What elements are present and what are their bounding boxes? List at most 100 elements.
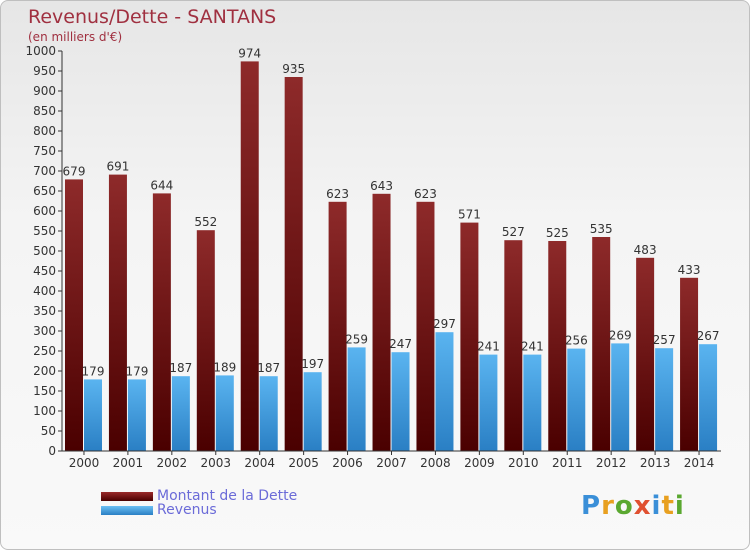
data-label-debt: 552 xyxy=(194,215,217,229)
y-tick-label: 500 xyxy=(33,244,56,258)
bar-debt xyxy=(328,201,347,451)
proxiti-logo: Proxiti xyxy=(581,491,685,521)
y-tick-label: 750 xyxy=(33,144,56,158)
data-label-revenue: 179 xyxy=(82,364,105,378)
x-tick-label: 2006 xyxy=(332,456,363,470)
chart-title: Revenus/Dette - SANTANS xyxy=(28,6,277,28)
legend-label-revenue: Revenus xyxy=(157,502,217,518)
bar-revenue xyxy=(259,376,278,451)
x-tick-label: 2002 xyxy=(157,456,188,470)
y-tick-label: 200 xyxy=(33,364,56,378)
data-label-revenue: 241 xyxy=(521,340,544,354)
chart-subtitle: (en milliers d'€) xyxy=(28,30,123,44)
data-label-debt: 974 xyxy=(238,46,261,60)
data-label-revenue: 257 xyxy=(653,333,676,347)
x-tick-label: 2004 xyxy=(244,456,275,470)
x-tick-label: 2014 xyxy=(684,456,715,470)
bar-revenue xyxy=(347,347,366,451)
bar-debt xyxy=(416,201,435,451)
data-label-revenue: 189 xyxy=(213,360,236,374)
bar-revenue xyxy=(523,354,542,451)
bar-revenue xyxy=(655,348,674,451)
y-tick-label: 800 xyxy=(33,124,56,138)
x-tick-label: 2007 xyxy=(376,456,407,470)
data-label-debt: 679 xyxy=(63,164,86,178)
y-tick-label: 400 xyxy=(33,284,56,298)
legend-swatch-revenue xyxy=(101,505,153,515)
y-tick-label: 100 xyxy=(33,404,56,418)
bar-debt xyxy=(548,241,567,451)
y-tick-label: 1000 xyxy=(25,44,56,58)
x-tick-label: 2012 xyxy=(596,456,627,470)
y-tick-label: 0 xyxy=(48,444,56,458)
bar-debt xyxy=(152,193,171,451)
data-label-revenue: 256 xyxy=(565,334,588,348)
x-tick-label: 2003 xyxy=(200,456,231,470)
data-label-debt: 935 xyxy=(282,62,305,76)
y-tick-label: 50 xyxy=(41,424,56,438)
x-tick-label: 2001 xyxy=(113,456,144,470)
data-label-debt: 571 xyxy=(458,208,481,222)
data-label-debt: 527 xyxy=(502,225,525,239)
bar-revenue xyxy=(127,379,146,451)
data-label-debt: 623 xyxy=(414,187,437,201)
data-label-debt: 525 xyxy=(546,226,569,240)
data-label-revenue: 197 xyxy=(301,357,324,371)
x-tick-label: 2010 xyxy=(508,456,539,470)
bar-debt xyxy=(504,240,523,451)
data-label-debt: 433 xyxy=(678,263,701,277)
data-label-revenue: 241 xyxy=(477,340,500,354)
data-label-debt: 483 xyxy=(634,243,657,257)
bar-revenue xyxy=(479,354,498,451)
bar-revenue xyxy=(435,332,454,451)
data-label-revenue: 179 xyxy=(125,364,148,378)
x-tick-label: 2005 xyxy=(288,456,319,470)
x-tick-label: 2000 xyxy=(69,456,100,470)
legend-item-debt: Montant de la Dette xyxy=(101,488,297,504)
y-tick-label: 550 xyxy=(33,224,56,238)
data-label-revenue: 247 xyxy=(389,337,412,351)
legend-item-revenue: Revenus xyxy=(101,502,217,518)
bar-debt xyxy=(240,61,259,452)
y-tick-label: 650 xyxy=(33,184,56,198)
bar-debt xyxy=(108,174,127,451)
bar-debt xyxy=(196,230,215,451)
data-label-revenue: 259 xyxy=(345,332,368,346)
data-label-revenue: 297 xyxy=(433,317,456,331)
bar-debt xyxy=(460,222,479,451)
x-tick-label: 2008 xyxy=(420,456,451,470)
y-tick-label: 700 xyxy=(33,164,56,178)
x-tick-label: 2009 xyxy=(464,456,495,470)
bar-revenue xyxy=(567,348,586,451)
data-label-debt: 644 xyxy=(150,178,173,192)
bar-debt xyxy=(284,77,303,451)
x-tick-label: 2013 xyxy=(640,456,671,470)
bar-debt xyxy=(65,179,83,451)
y-tick-label: 350 xyxy=(33,304,56,318)
y-tick-label: 950 xyxy=(33,64,56,78)
y-tick-label: 450 xyxy=(33,264,56,278)
data-label-revenue: 269 xyxy=(609,328,632,342)
y-tick-label: 300 xyxy=(33,324,56,338)
legend-label-debt: Montant de la Dette xyxy=(157,488,298,504)
data-label-debt: 691 xyxy=(106,160,129,174)
bar-debt xyxy=(592,237,611,451)
legend-swatch-debt xyxy=(101,491,153,501)
bar-revenue xyxy=(303,372,322,451)
bar-debt xyxy=(372,193,391,452)
data-label-revenue: 267 xyxy=(697,329,720,343)
bar-revenue xyxy=(391,352,410,451)
y-tick-label: 600 xyxy=(33,204,56,218)
bar-revenue xyxy=(84,379,102,451)
y-tick-label: 250 xyxy=(33,344,56,358)
y-tick-label: 150 xyxy=(33,384,56,398)
data-label-revenue: 187 xyxy=(257,361,280,375)
data-label-debt: 643 xyxy=(370,179,393,193)
bar-revenue xyxy=(611,343,630,451)
bar-revenue xyxy=(699,344,718,451)
y-tick-label: 900 xyxy=(33,84,56,98)
data-label-debt: 535 xyxy=(590,222,613,236)
bar-revenue xyxy=(171,376,190,451)
bar-debt xyxy=(636,257,655,451)
